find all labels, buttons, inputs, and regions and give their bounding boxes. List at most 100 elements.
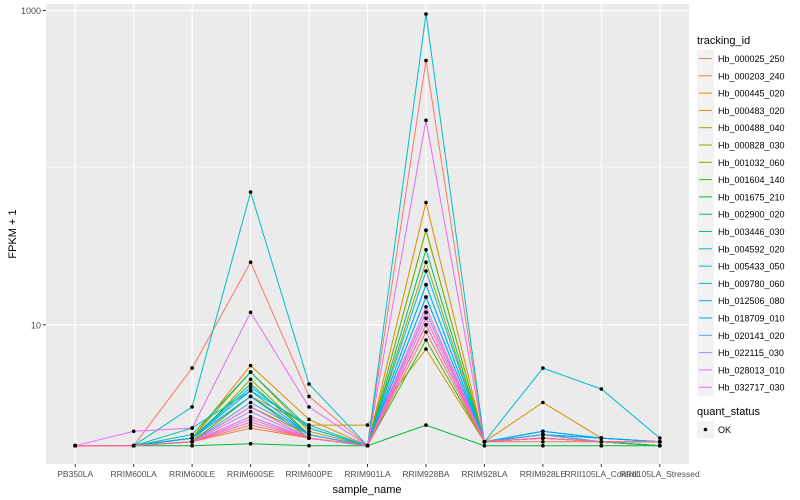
x-tick-label: RRIM928LA xyxy=(461,469,508,479)
data-point xyxy=(424,260,428,265)
data-point xyxy=(248,385,253,390)
legend-item: Hb_028013_010 xyxy=(697,361,785,379)
data-point xyxy=(248,389,253,393)
data-point xyxy=(482,440,487,444)
legend-item: Hb_009780_060 xyxy=(697,274,785,292)
data-point xyxy=(248,426,253,430)
data-point xyxy=(424,248,428,252)
legend-label: Hb_005433_050 xyxy=(718,262,785,272)
data-point xyxy=(599,387,604,391)
legend-item: Hb_002900_020 xyxy=(697,205,785,223)
data-point xyxy=(424,228,428,232)
data-point xyxy=(541,443,545,448)
legend-item: Hb_000828_030 xyxy=(697,136,785,154)
data-point xyxy=(658,436,662,440)
data-point xyxy=(248,260,253,265)
data-point xyxy=(365,423,370,427)
legend-label: Hb_000483_020 xyxy=(718,106,785,116)
data-point xyxy=(307,382,311,386)
x-tick-label: RRII105LA_Control xyxy=(564,469,638,479)
data-point xyxy=(541,366,545,370)
legend-label: Hb_000025_250 xyxy=(718,54,785,64)
legend-label: Hb_020141_020 xyxy=(718,331,785,341)
data-point xyxy=(658,443,662,448)
data-point xyxy=(190,366,194,370)
legend-label: Hb_000445_020 xyxy=(718,89,785,99)
data-point xyxy=(424,118,428,123)
legend-label: Hb_009780_060 xyxy=(718,279,785,289)
legend-item: Hb_020141_020 xyxy=(697,326,785,344)
data-point xyxy=(307,436,311,440)
shape-legend-label: OK xyxy=(718,425,731,435)
legend-item: Hb_018709_010 xyxy=(697,309,785,327)
data-point xyxy=(424,12,428,16)
y-axis-title: FPKM + 1 xyxy=(7,209,19,258)
legend-label: Hb_022115_030 xyxy=(718,348,784,358)
data-point xyxy=(365,443,370,448)
y-tick-label: 10 xyxy=(31,320,41,330)
data-point xyxy=(307,432,311,437)
legend-label: Hb_012506_080 xyxy=(718,296,785,306)
data-point xyxy=(248,409,253,414)
data-point xyxy=(190,440,194,444)
legend-item: Hb_000025_250 xyxy=(697,50,785,67)
data-point xyxy=(248,363,253,368)
legend-item: Hb_001604_140 xyxy=(697,171,785,189)
data-point xyxy=(307,405,311,409)
data-point xyxy=(190,443,194,448)
x-tick-label: RRII105LA_Stressed xyxy=(620,469,700,479)
data-point xyxy=(424,295,428,299)
legend-item: Hb_012506_080 xyxy=(697,292,785,310)
data-point xyxy=(424,269,428,273)
legend-item: Hb_001032_060 xyxy=(697,153,785,171)
legend-item: Hb_003446_030 xyxy=(697,223,785,240)
data-point xyxy=(248,423,253,427)
data-point xyxy=(190,405,194,409)
shape-legend-item: OK xyxy=(697,421,731,438)
legend-label: Hb_000828_030 xyxy=(718,141,785,151)
data-point xyxy=(424,330,428,334)
x-axis: PB350LA RRIM600LA RRIM600LE RRIM600SE RRIM60… xyxy=(57,464,700,479)
data-point xyxy=(248,370,253,374)
data-point xyxy=(190,432,194,437)
legend-item: Hb_000483_020 xyxy=(697,101,785,119)
data-point xyxy=(73,443,77,448)
data-point xyxy=(541,440,545,444)
x-axis-title: sample_name xyxy=(332,484,401,496)
grid-major xyxy=(46,4,689,464)
data-point xyxy=(424,310,428,315)
data-point xyxy=(307,394,311,399)
legend-label: Hb_001604_140 xyxy=(718,175,785,185)
data-point xyxy=(424,316,428,321)
data-point xyxy=(424,338,428,342)
shape-legend-point xyxy=(703,427,708,432)
y-axis: 10 1000 xyxy=(21,6,46,330)
x-tick-label: RRIM928BA xyxy=(402,469,450,479)
data-point xyxy=(248,394,253,399)
data-point xyxy=(599,440,604,444)
data-point xyxy=(248,377,253,382)
data-point xyxy=(248,382,253,386)
data-point xyxy=(424,347,428,351)
legend-item: Hb_000488_040 xyxy=(697,119,785,137)
legend-label: Hb_004592_020 xyxy=(718,244,785,254)
data-point xyxy=(248,190,253,194)
data-point xyxy=(541,432,545,437)
data-point xyxy=(248,420,253,425)
legend-label: Hb_028013_010 xyxy=(718,365,785,375)
data-point xyxy=(424,282,428,287)
legend-label: Hb_002900_020 xyxy=(718,210,785,220)
x-tick-label: RRIM600LA xyxy=(111,469,158,479)
legend-label: Hb_032717_030 xyxy=(718,383,785,393)
data-point xyxy=(248,400,253,405)
data-point xyxy=(131,429,136,434)
data-point xyxy=(248,405,253,409)
data-point xyxy=(190,436,194,440)
legend-label: Hb_001675_210 xyxy=(718,192,785,202)
data-point xyxy=(307,443,311,448)
data-point xyxy=(307,417,311,422)
x-tick-label: RRIM600LE xyxy=(169,469,216,479)
legend-item: Hb_000445_020 xyxy=(697,84,785,102)
data-point xyxy=(482,443,487,448)
data-point xyxy=(599,436,604,440)
